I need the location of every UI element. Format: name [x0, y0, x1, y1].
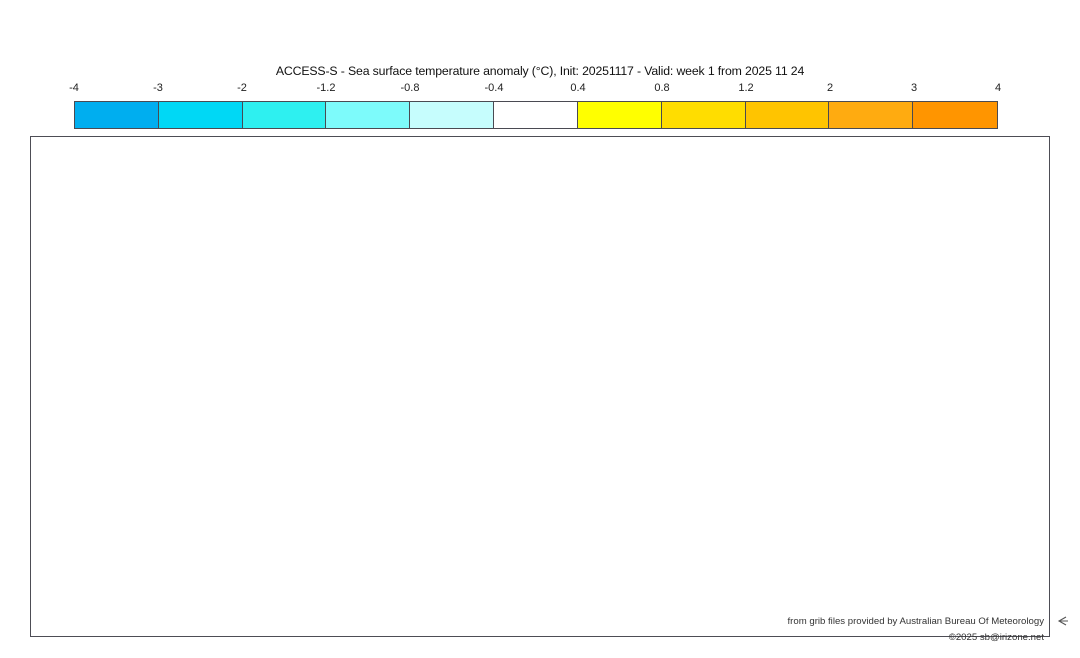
- copyright-credit: ©2025 sb@irizone.net: [948, 632, 1044, 643]
- colorbar-tick-label: -3: [153, 82, 163, 94]
- colorbar-cell: [494, 102, 578, 128]
- colorbar-tick-label: 4: [994, 82, 1002, 94]
- colorbar-cell: [75, 102, 159, 128]
- colorbar-cell: [410, 102, 495, 128]
- colorbar-tick-label: 0.4: [570, 82, 586, 94]
- sst-anomaly-raster: [31, 137, 1049, 636]
- colorbar-cell: [242, 102, 327, 128]
- colorbar-cell: [745, 102, 830, 128]
- colorbar-tick-label: -1.2: [316, 82, 336, 94]
- colorbar-tick-label: -0.8: [400, 82, 420, 94]
- colorbar-cell: [661, 102, 746, 128]
- colorbar-tick-label: -2: [237, 82, 247, 94]
- colorbar-tick-label: -4: [69, 82, 79, 94]
- colorbar-swatches: [74, 101, 998, 129]
- map-plot-area[interactable]: [30, 136, 1050, 637]
- colorbar-tick-labels: -4 -3 -2 -1.2 -0.8 -0.4 0.4 0.8 1.2 2 3 4: [69, 82, 1002, 99]
- colorbar: -4 -3 -2 -1.2 -0.8 -0.4 0.4 0.8 1.2 2 3 4: [69, 82, 1002, 132]
- source-credit: from grib files provided by Australian B…: [787, 616, 1045, 627]
- colorbar-tick-label: 1.2: [738, 82, 754, 94]
- colorbar-tick-label: -0.4: [484, 82, 504, 94]
- colorbar-cell: [829, 102, 914, 128]
- colorbar-cell: [158, 102, 243, 128]
- colorbar-tick-label: 2: [826, 82, 834, 94]
- colorbar-tick-label: 0.8: [654, 82, 670, 94]
- colorbar-cell: [913, 102, 997, 128]
- figure-title: ACCESS-S - Sea surface temperature anoma…: [275, 64, 805, 78]
- colorbar-cell: [326, 102, 411, 128]
- colorbar-tick-label: 3: [910, 82, 918, 94]
- signature-icon: [1057, 616, 1068, 626]
- colorbar-cell: [577, 102, 662, 128]
